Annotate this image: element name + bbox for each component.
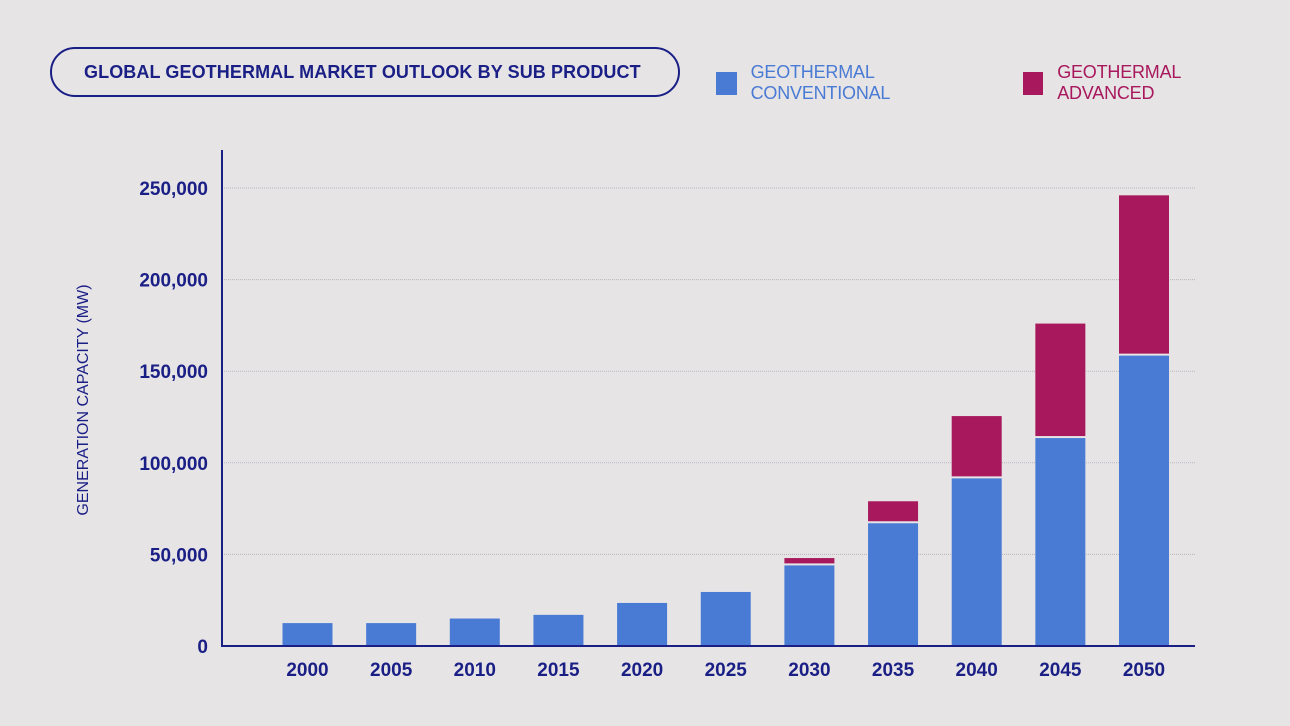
legend: GEOTHERMAL CONVENTIONAL GEOTHERMAL ADVAN… (716, 62, 1290, 104)
bar-conventional-2010 (449, 618, 500, 646)
bar-advanced-2040 (951, 416, 1002, 477)
y-axis-title: GENERATION CAPACITY (MW) (75, 284, 92, 515)
bar-conventional-2015 (533, 614, 584, 646)
bar-conventional-2025 (700, 591, 751, 646)
legend-swatch-conventional (716, 71, 737, 95)
x-tick-label-2030: 2030 (788, 660, 830, 681)
legend-label-advanced: GEOTHERMAL ADVANCED (1057, 62, 1181, 103)
x-tick-label-2035: 2035 (872, 660, 915, 681)
x-tick-labels: 2000 2005 2010 2015 2020 2025 2030 2035 2040 2045… (286, 660, 1165, 681)
x-tick-label-2010: 2010 (454, 660, 496, 681)
x-tick-label-2000: 2000 (286, 660, 328, 681)
x-tick-label-2025: 2025 (705, 660, 748, 681)
legend-item-advanced: GEOTHERMAL ADVANCED (1022, 62, 1258, 104)
legend-item-conventional: GEOTHERMAL CONVENTIONAL (716, 62, 991, 104)
bar-conventional-2035 (868, 523, 919, 646)
y-tick-labels: 0 50,000 100,000 150,000 200,000 250,000 (139, 179, 208, 658)
bars (282, 195, 1169, 646)
bar-conventional-2005 (366, 623, 417, 646)
x-tick-label-2040: 2040 (956, 660, 998, 681)
chart-title-pill: GLOBAL GEOTHERMAL MARKET OUTLOOK BY SUB … (50, 47, 680, 97)
bar-conventional-2020 (617, 602, 668, 646)
bar-conventional-2040 (951, 478, 1002, 646)
y-tick-label: 0 (197, 637, 208, 658)
legend-swatch-advanced (1022, 71, 1044, 95)
bar-conventional-2000 (282, 623, 333, 646)
x-tick-label-2020: 2020 (621, 660, 663, 681)
bar-advanced-2050 (1119, 195, 1169, 354)
bar-conventional-2030 (784, 565, 835, 646)
bar-advanced-2030 (784, 558, 835, 564)
y-tick-label: 200,000 (139, 271, 208, 292)
y-tick-label: 250,000 (139, 179, 208, 200)
legend-label-conventional: GEOTHERMAL CONVENTIONAL (750, 62, 891, 103)
bar-conventional-2050 (1119, 355, 1169, 646)
x-tick-label-2015: 2015 (537, 660, 580, 681)
x-tick-label-2005: 2005 (370, 660, 413, 681)
chart-title: GLOBAL GEOTHERMAL MARKET OUTLOOK BY SUB … (84, 61, 641, 82)
y-tick-label: 150,000 (139, 362, 208, 383)
axes (221, 150, 1195, 647)
gridlines (222, 187, 1195, 555)
y-tick-label: 100,000 (139, 454, 208, 475)
bar-conventional-2045 (1035, 438, 1086, 646)
bar-advanced-2045 (1035, 323, 1086, 437)
x-tick-label-2050: 2050 (1123, 660, 1165, 681)
x-tick-label-2045: 2045 (1039, 660, 1082, 681)
bar-advanced-2035 (868, 501, 919, 522)
y-tick-label: 50,000 (150, 545, 208, 566)
